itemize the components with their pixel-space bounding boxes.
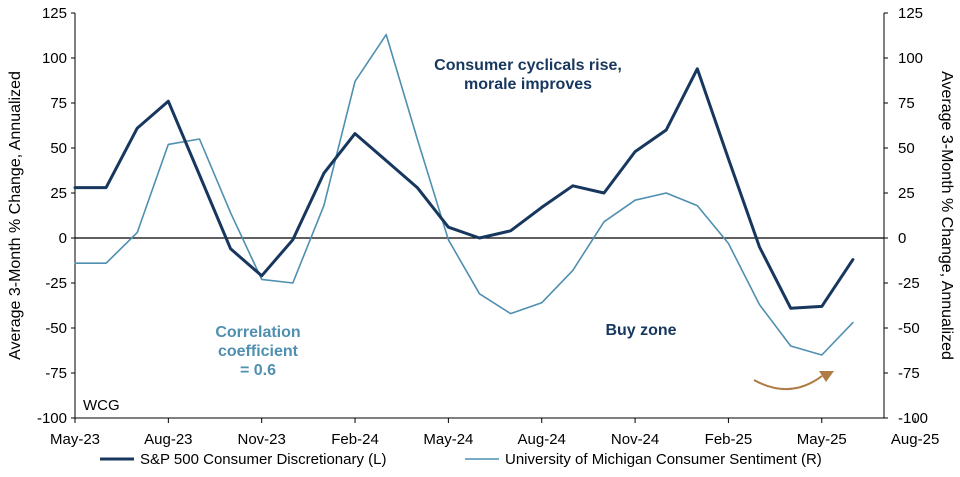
y-tick-label-right: 125 [898, 5, 923, 22]
x-tick-label: Aug-24 [518, 431, 566, 448]
annotation-correlation: Correlation [215, 324, 300, 341]
legend-label-sp500: S&P 500 Consumer Discretionary (L) [140, 451, 387, 468]
y-tick-label-left: -75 [45, 365, 67, 382]
x-tick-label: May-23 [50, 431, 100, 448]
y-tick-label-left: 0 [59, 230, 67, 247]
x-tick-label: May-25 [797, 431, 847, 448]
y-tick-label-right: 0 [898, 230, 906, 247]
y-tick-label-right: -50 [898, 320, 920, 337]
annotation-correlation: coefficient [218, 343, 299, 360]
y-tick-label-right: 25 [898, 185, 915, 202]
x-tick-label: Nov-23 [238, 431, 286, 448]
x-tick-label: May-24 [423, 431, 473, 448]
y-tick-label-right: -25 [898, 275, 920, 292]
x-tick-label: Aug-23 [144, 431, 192, 448]
y-tick-label-right: 75 [898, 95, 915, 112]
buy-zone-arrow [753, 375, 823, 391]
x-tick-label: Feb-25 [705, 431, 753, 448]
x-tick-label: Nov-24 [611, 431, 659, 448]
series-line-sp500-discretionary [73, 67, 855, 310]
annotation-consumer-cyclicals: Consumer cyclicals rise, [434, 57, 622, 74]
y-tick-label-left: -25 [45, 275, 67, 292]
x-tick-label: Aug-25 [891, 431, 939, 448]
y-tick-label-right: -75 [898, 365, 920, 382]
annotation-buy-zone: Buy zone [605, 322, 676, 339]
chart-legend: S&P 500 Consumer Discretionary (L) Univer… [100, 451, 822, 468]
y-tick-label-left: 50 [50, 140, 67, 157]
buy-zone-arrow-head [819, 371, 834, 382]
x-tick-label: Feb-24 [331, 431, 379, 448]
y-axis-title-right: Average 3-Month % Change, Annualized [938, 71, 955, 360]
annotation-consumer-cyclicals: morale improves [464, 76, 592, 93]
y-tick-label-left: 125 [42, 5, 67, 22]
y-tick-label-left: -100 [37, 410, 67, 427]
legend-label-umich: University of Michigan Consumer Sentimen… [505, 451, 822, 468]
annotation-correlation: = 0.6 [240, 362, 276, 379]
series-line-umich-sentiment [74, 33, 854, 356]
y-tick-label-right: -100 [898, 410, 928, 427]
y-tick-label-right: 100 [898, 50, 923, 67]
y-tick-label-left: -50 [45, 320, 67, 337]
y-tick-label-left: 75 [50, 95, 67, 112]
y-tick-label-right: 50 [898, 140, 915, 157]
y-tick-label-left: 25 [50, 185, 67, 202]
source-label: WCG [83, 397, 120, 414]
y-axis-title-left: Average 3-Month % Change, Annualized [7, 71, 24, 360]
chart-labels: -100 -100 -75 -75 -50 -50 -25 -25 0 0 25 25 50 50 75 75… [7, 5, 955, 448]
chart-axes [71, 12, 916, 423]
y-tick-label-left: 100 [42, 50, 67, 67]
chart-series [73, 33, 855, 356]
